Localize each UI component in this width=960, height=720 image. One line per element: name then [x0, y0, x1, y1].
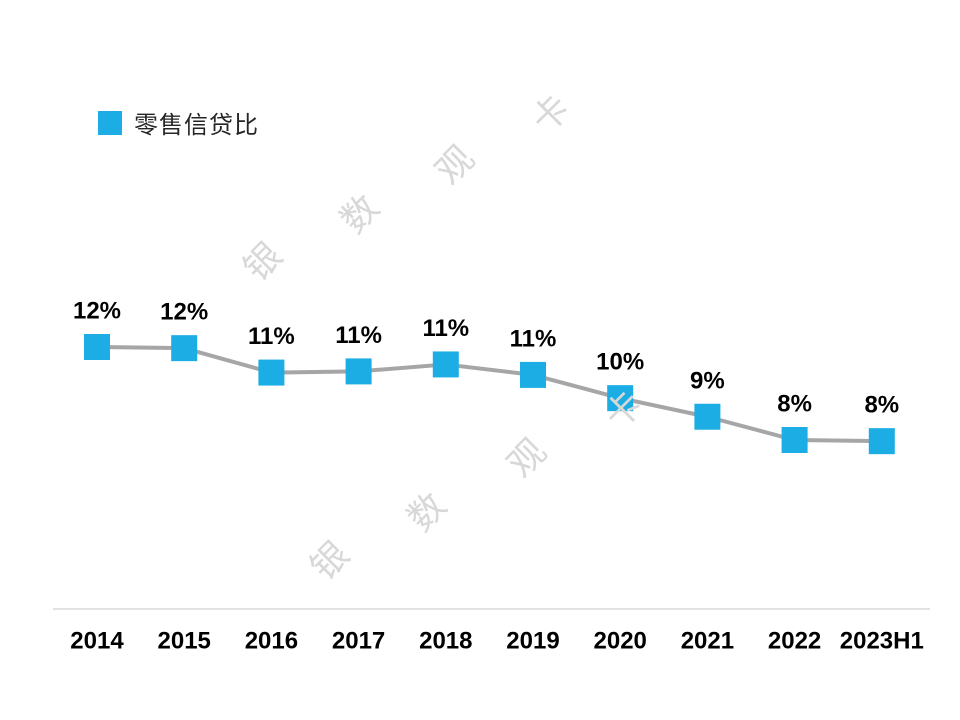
- data-point-marker: [345, 358, 372, 385]
- data-point-marker: [781, 427, 808, 453]
- data-point-marker: [84, 334, 110, 360]
- data-point-label: 8%: [864, 392, 899, 419]
- x-axis-tick-label: 2021: [681, 628, 734, 655]
- x-axis-tick-label: 2015: [158, 628, 211, 655]
- data-point-label: 9%: [690, 367, 725, 394]
- x-axis-tick-label: 2022: [768, 628, 821, 655]
- data-point-marker: [258, 359, 285, 386]
- data-point-marker: [607, 385, 634, 412]
- data-point-label: 11%: [422, 315, 469, 342]
- data-point-label: 10%: [596, 349, 644, 376]
- data-point-label: 8%: [777, 391, 812, 418]
- x-axis-tick-label: 2019: [506, 628, 559, 655]
- x-axis-tick-label: 2014: [70, 628, 124, 655]
- data-point-marker: [520, 361, 546, 388]
- data-point-label: 11%: [335, 322, 382, 349]
- x-axis-tick-label: 2017: [332, 628, 385, 655]
- trend-line: [95, 345, 884, 444]
- x-axis-tick-label: 2023H1: [840, 628, 924, 655]
- x-axis-tick-label: 2020: [594, 628, 647, 655]
- legend-label: 零售信贷比: [134, 112, 259, 139]
- data-point-label: 11%: [510, 325, 557, 352]
- data-point-marker: [694, 403, 721, 430]
- data-point-label: 12%: [73, 298, 121, 325]
- x-axis-tick-label: 2018: [419, 628, 472, 655]
- legend-swatch-icon: [98, 110, 122, 135]
- data-point-marker: [171, 335, 198, 362]
- data-point-marker: [868, 428, 895, 455]
- x-axis-tick-label: 2016: [245, 628, 298, 655]
- data-point-label: 11%: [248, 323, 295, 350]
- data-point-marker: [432, 351, 459, 378]
- chart-legend: 零售信贷比: [98, 105, 259, 140]
- data-point-label: 12%: [160, 299, 208, 326]
